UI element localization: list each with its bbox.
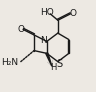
Text: H₂N: H₂N xyxy=(1,58,18,67)
Text: O: O xyxy=(17,25,24,34)
Text: O: O xyxy=(69,9,76,18)
Text: S: S xyxy=(56,59,63,69)
Polygon shape xyxy=(46,53,52,66)
Text: N: N xyxy=(40,36,47,45)
Text: HO: HO xyxy=(40,8,54,17)
Text: H: H xyxy=(50,63,57,72)
